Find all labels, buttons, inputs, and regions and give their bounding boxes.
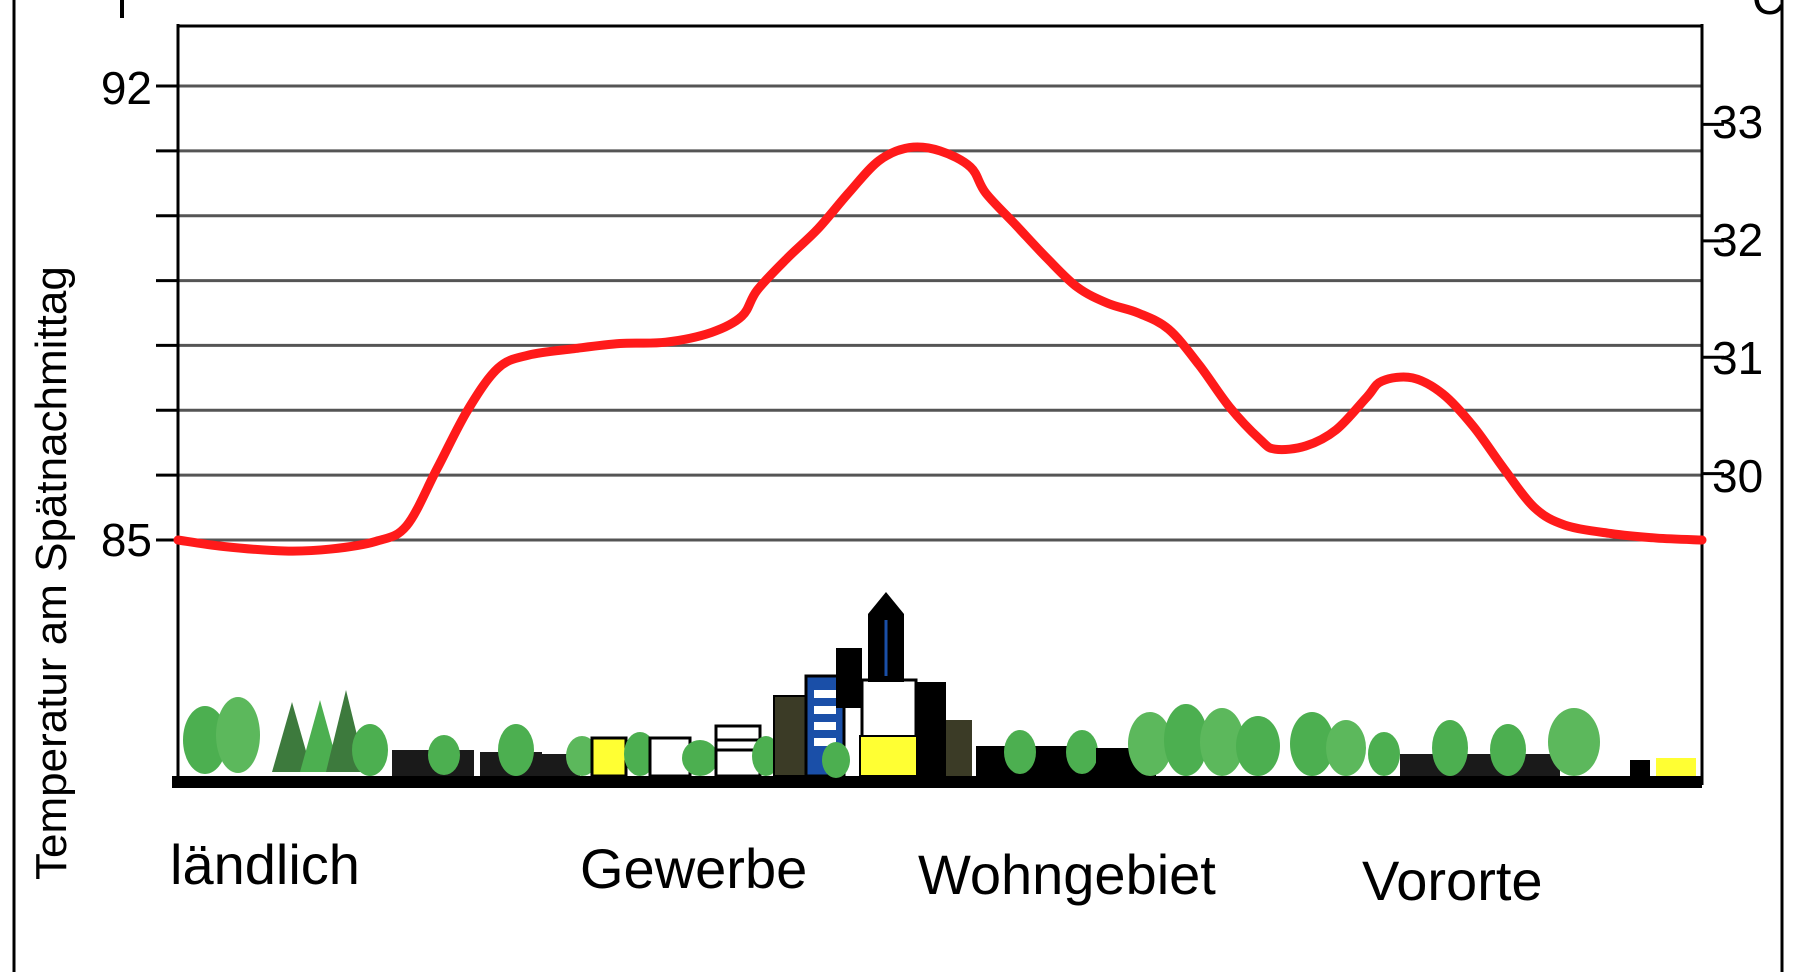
right-tick-label-33: 33	[1712, 96, 1763, 148]
residential-trees	[1128, 704, 1400, 776]
y-axis-title: Temperatur am Spätnachmittag	[27, 266, 76, 880]
right-tick-label-30: 30	[1712, 450, 1763, 502]
temperature-curve	[173, 142, 1707, 556]
left-tick-label-92: 92	[101, 62, 152, 114]
skyline-illustration	[183, 592, 1696, 778]
rural-trees	[183, 690, 388, 776]
ground-baseline	[172, 776, 1702, 788]
right-tick-label-31: 31	[1712, 332, 1763, 384]
zone-label-rural: ländlich	[170, 833, 360, 896]
right-tick-label-32: 32	[1712, 214, 1763, 266]
right-axis-unit-partial: C	[1752, 0, 1785, 24]
zone-label-commercial: Gewerbe	[580, 837, 807, 900]
zone-label-residential: Wohngebiet	[918, 843, 1216, 906]
left-tick-label-85: 85	[101, 514, 152, 566]
zone-label-suburbs: Vororte	[1362, 849, 1543, 912]
axis-ticks	[156, 84, 1724, 542]
